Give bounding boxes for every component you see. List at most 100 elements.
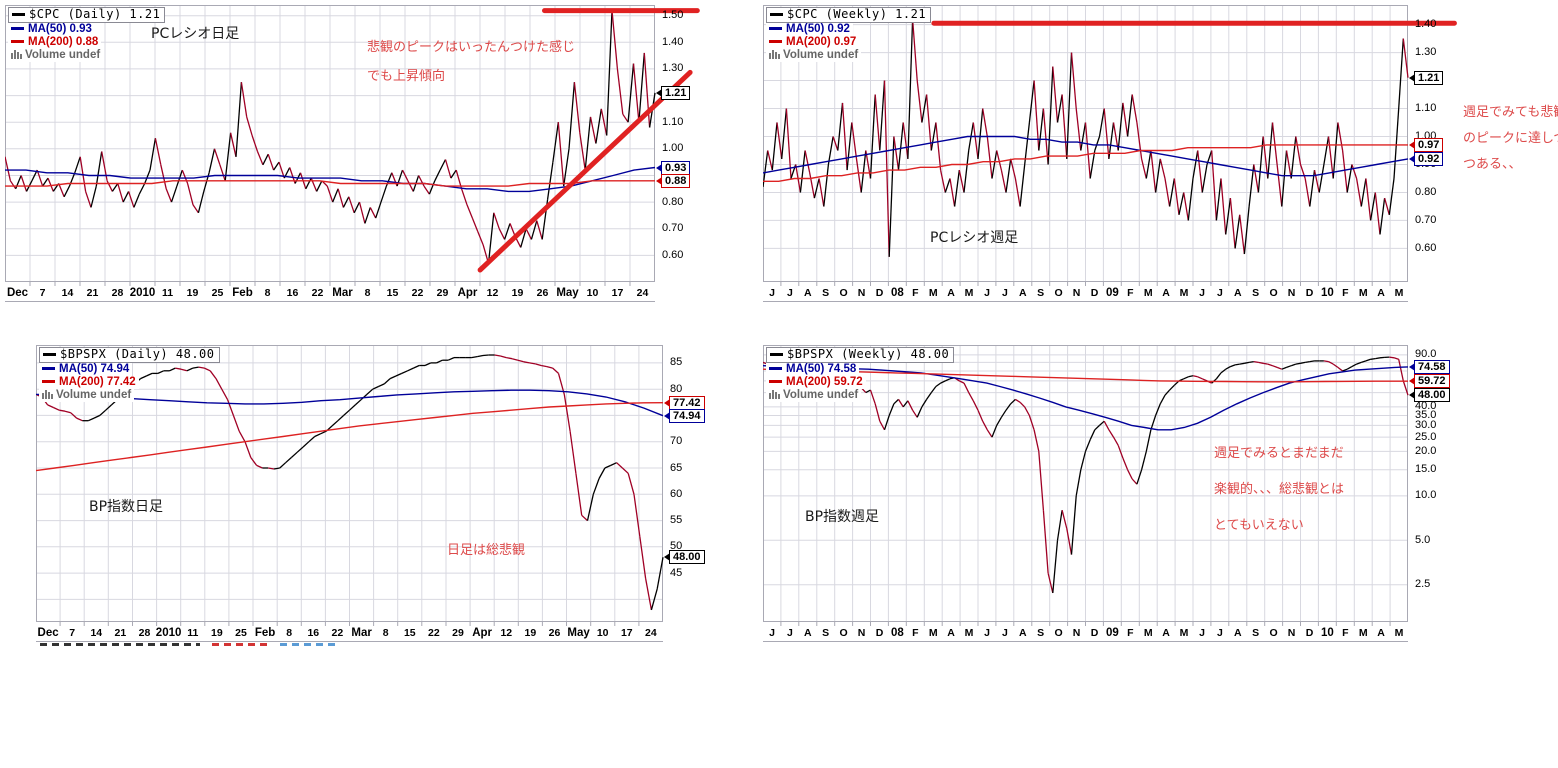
x-tick-label: A bbox=[1162, 627, 1170, 639]
x-tick-label: A bbox=[947, 627, 955, 639]
x-tick-label: N bbox=[1287, 627, 1296, 639]
hand-annotation: とてもいえない bbox=[1214, 518, 1304, 533]
x-tick-label: 22 bbox=[331, 627, 344, 639]
x-tick-label: D bbox=[1305, 627, 1314, 639]
y-tick-label: 5.0 bbox=[1415, 533, 1431, 546]
legend-title-text: $CPC (Weekly) 1.21 bbox=[787, 7, 927, 21]
y-tick-label: 1.30 bbox=[1415, 46, 1437, 59]
x-tick-label: 19 bbox=[211, 627, 223, 639]
y-tick-label: 25.0 bbox=[1415, 430, 1437, 443]
hand-annotation: 週足でみるとまだまだ bbox=[1214, 446, 1344, 461]
legend-item: Volume undef bbox=[766, 49, 862, 62]
y-tick-label: 0.80 bbox=[1415, 186, 1437, 198]
MA200-series bbox=[36, 402, 664, 472]
legend-item: MA(50) 74.94 bbox=[39, 363, 133, 376]
x-tick-label: A bbox=[1162, 287, 1170, 299]
legend-title: $BPSPX (Weekly) 48.00 bbox=[766, 347, 955, 363]
x-tick-label: N bbox=[857, 287, 866, 299]
x-axis: Dec 7 14 21 28 2010 11 19 25 Feb 8 16 22 Mar 8 15 22 29 Ap… bbox=[36, 627, 663, 642]
x-tick-label: M bbox=[1179, 287, 1189, 299]
x-tick-label: A bbox=[947, 287, 955, 299]
x-tick-label: S bbox=[1037, 287, 1045, 299]
x-tick-label: O bbox=[839, 627, 848, 639]
y-tick-label: 0.60 bbox=[1415, 241, 1437, 254]
y-tick-label: 1.50 bbox=[662, 9, 684, 22]
x-tick-label: A bbox=[1019, 627, 1027, 639]
x-tick-label: S bbox=[1037, 627, 1045, 639]
x-tick-label: 15 bbox=[386, 287, 399, 299]
x-tick-label: D bbox=[1305, 287, 1314, 299]
legend-title: $CPC (Weekly) 1.21 bbox=[766, 7, 932, 23]
price-series-swatch bbox=[12, 13, 25, 16]
series-swatch bbox=[769, 40, 782, 43]
x-tick-label: M bbox=[1394, 287, 1404, 299]
x-axis: J J A S O N D 08 F M A M J J A S O N D 09 F M A M J J A S O N D 10 F M A M bbox=[763, 627, 1408, 642]
value-callout: 1.21 bbox=[655, 85, 691, 100]
legend-item-label: Volume undef bbox=[783, 389, 859, 401]
x-tick-label: 21 bbox=[86, 287, 99, 299]
hand-annotation: 日足は総悲観 bbox=[447, 543, 526, 558]
legend-title-text: $CPC (Daily) 1.21 bbox=[29, 7, 161, 21]
y-tick-label: 10.0 bbox=[1415, 489, 1437, 502]
bpspx-weekly-legend: $BPSPX (Weekly) 48.00 MA(50) 74.58 MA(200)… bbox=[766, 347, 955, 402]
x-tick-label: N bbox=[1072, 627, 1081, 639]
legend-item: MA(50) 0.93 bbox=[8, 23, 95, 36]
bpspx-weekly-plot-area bbox=[763, 345, 1409, 626]
x-tick-label: 17 bbox=[620, 627, 633, 639]
x-tick-label: O bbox=[1269, 627, 1278, 639]
x-tick-label: S bbox=[822, 627, 830, 639]
y-tick-label: 15.0 bbox=[1415, 463, 1437, 476]
chart-bpspx-daily: $BPSPX (Daily) 48.00 MA(50) 74.94 MA(200) … bbox=[36, 345, 775, 668]
value-callout: 77.42 bbox=[664, 395, 705, 410]
y-tick-label: 1.30 bbox=[662, 62, 684, 75]
x-tick-label: 21 bbox=[114, 627, 127, 639]
legend-item-label: MA(200) 0.88 bbox=[28, 36, 99, 48]
value-callout: 1.21 bbox=[1408, 70, 1444, 85]
hand-annotation: でも上昇傾向 bbox=[367, 69, 446, 84]
chart-bpspx-weekly: $BPSPX (Weekly) 48.00 MA(50) 74.58 MA(200)… bbox=[763, 345, 1520, 668]
x-tick-label: M bbox=[964, 627, 974, 639]
x-tick-label: 09 bbox=[1105, 287, 1119, 299]
x-tick-label: M bbox=[1358, 627, 1368, 639]
x-tick-label: D bbox=[1090, 287, 1099, 299]
x-tick-label: M bbox=[1394, 627, 1404, 639]
x-tick-label: 15 bbox=[403, 627, 416, 639]
x-tick-label: 09 bbox=[1105, 627, 1119, 639]
x-tick-label: 19 bbox=[186, 287, 199, 299]
x-tick-label: N bbox=[1072, 287, 1081, 299]
legend-item-label: MA(200) 59.72 bbox=[786, 376, 863, 388]
x-tick-label: J bbox=[786, 627, 793, 639]
value-callout: 59.72 bbox=[1409, 374, 1450, 389]
x-tick-label: A bbox=[804, 287, 812, 299]
x-tick-label: 11 bbox=[161, 287, 174, 299]
y-tick-label: 1.10 bbox=[662, 115, 684, 128]
x-tick-label: 08 bbox=[890, 627, 904, 639]
x-tick-label: 16 bbox=[286, 287, 299, 299]
legend-item: Volume undef bbox=[766, 389, 862, 402]
y-tick-label: 2.5 bbox=[1415, 578, 1431, 591]
series-swatch bbox=[11, 40, 24, 43]
x-tick-label: 12 bbox=[500, 627, 513, 639]
legend-item: Volume undef bbox=[39, 389, 135, 402]
x-tick-label: 08 bbox=[890, 287, 904, 299]
cpc-weekly-legend: $CPC (Weekly) 1.21 MA(50) 0.92 MA(200) 0.9… bbox=[766, 7, 932, 62]
series-swatch bbox=[769, 380, 782, 383]
x-tick-label: Mar bbox=[332, 287, 353, 299]
price-series bbox=[36, 354, 664, 611]
volume-bars-icon bbox=[769, 49, 780, 61]
y-tick-label: 20.0 bbox=[1415, 444, 1437, 457]
price-series-swatch bbox=[43, 353, 56, 356]
x-tick-label: 28 bbox=[111, 287, 124, 299]
x-tick-label: Feb bbox=[254, 627, 276, 639]
x-tick-label: 14 bbox=[61, 287, 74, 299]
x-tick-label: J bbox=[984, 627, 990, 639]
MA50-series bbox=[36, 389, 664, 417]
y-tick-label: 85 bbox=[670, 356, 683, 369]
cpc-daily-plot-area bbox=[5, 5, 700, 286]
y-tick-label: 1.40 bbox=[1415, 18, 1437, 31]
y-tick-label: 40.0 bbox=[1415, 400, 1437, 413]
series-swatch bbox=[42, 380, 55, 383]
legend-item-label: Volume undef bbox=[25, 49, 101, 61]
legend-title-text: $BPSPX (Daily) 48.00 bbox=[60, 347, 215, 361]
